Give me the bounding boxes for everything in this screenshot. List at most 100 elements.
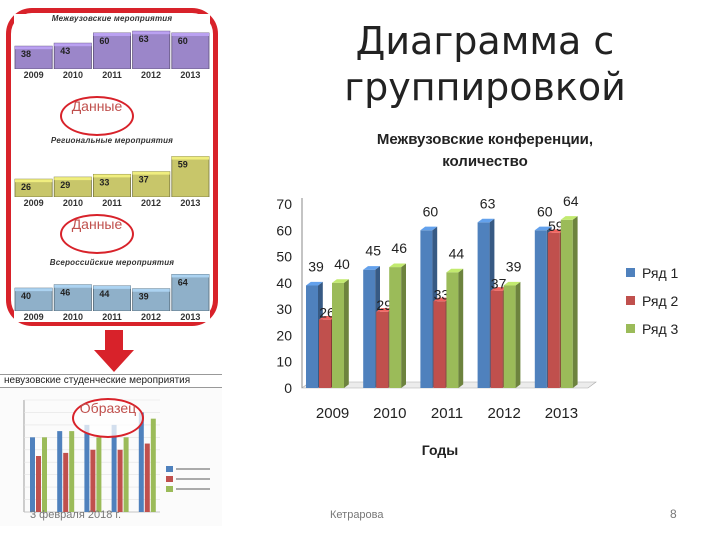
mini-year: 2011: [102, 70, 122, 80]
mini-year: 2009: [23, 70, 44, 80]
bar: [534, 230, 547, 388]
bar-side: [458, 268, 464, 388]
mini-year: 2013: [180, 312, 201, 322]
small-bar: [57, 431, 63, 512]
bar: [363, 269, 376, 388]
bar: [420, 230, 433, 388]
mini-chart-plot: 26 29 33 37 59: [14, 156, 210, 197]
mini-bar-top: [93, 285, 131, 289]
bar-top: [319, 316, 336, 320]
bar: [376, 311, 389, 388]
y-tick-label: 0: [284, 380, 292, 396]
chart-title-line2: количество: [442, 153, 528, 170]
small-chart-title: невузовские студенческие мероприятия: [0, 374, 222, 388]
mini-chart-3: Всероссийские мероприятия 40 46 44 39 64 200…: [14, 258, 210, 322]
x-tick-label: 2010: [373, 405, 406, 422]
mini-bar: [53, 284, 92, 311]
small-bar: [117, 449, 123, 512]
data-callout-2: Данные: [60, 214, 134, 254]
y-tick-label: 40: [276, 275, 292, 291]
small-bar: [42, 437, 47, 512]
small-sample-chart: [0, 374, 222, 526]
mini-year: 2012: [141, 312, 162, 322]
mini-bar-top: [171, 274, 209, 278]
mini-chart-title: Межвузовские мероприятия: [51, 14, 173, 23]
x-tick-label: 2009: [316, 405, 349, 422]
mini-bar: [171, 274, 210, 311]
mini-bar-top: [132, 288, 170, 292]
y-tick-label: 20: [276, 327, 292, 343]
y-tick-label: 50: [276, 249, 292, 265]
small-bar: [36, 456, 41, 512]
small-bar: [84, 424, 90, 512]
mini-chart-2: Региональные мероприятия 26 29 33 37 59 2009…: [14, 136, 210, 208]
mini-bar-top: [132, 31, 170, 35]
mini-chart-title: Всероссийские мероприятия: [49, 258, 175, 267]
mini-bar: [171, 156, 210, 197]
data-label: 63: [480, 195, 496, 211]
y-tick-label: 60: [276, 222, 292, 238]
mini-bar-label: 46: [60, 288, 70, 298]
mini-bar-top: [93, 174, 131, 178]
data-label: 64: [563, 193, 579, 209]
bar-top: [306, 281, 323, 286]
bar: [446, 272, 459, 388]
mini-year: 2012: [141, 198, 162, 208]
legend-swatch: [626, 296, 635, 305]
data-label: 44: [449, 245, 465, 261]
data-label: 40: [334, 256, 350, 272]
small-bar: [96, 437, 102, 512]
bar-side: [515, 281, 521, 388]
mini-year: 2011: [102, 312, 122, 322]
x-tick-label: 2011: [431, 405, 463, 422]
bar-top: [433, 297, 451, 302]
small-bar: [111, 424, 117, 512]
mini-bar-label: 29: [60, 180, 70, 190]
bar: [306, 285, 318, 388]
x-axis-title: Годы: [422, 442, 458, 458]
mini-bar-top: [15, 46, 53, 50]
x-tick-label: 2013: [545, 405, 578, 422]
mini-bar-top: [54, 284, 92, 288]
bar-side: [344, 279, 349, 388]
bar-top: [420, 226, 438, 231]
bar-side: [401, 263, 406, 388]
small-bar: [138, 412, 144, 512]
small-bar: [144, 443, 150, 512]
mini-bar: [14, 287, 53, 311]
mini-year: 2009: [23, 198, 44, 208]
x-tick-label: 2012: [488, 405, 521, 422]
mini-chart-years: 2009 2010 2011 2012 2013: [14, 312, 210, 322]
mini-year: 2011: [102, 198, 122, 208]
small-bar: [69, 431, 75, 512]
legend: Ряд 1 Ряд 2 Ряд 3: [626, 265, 679, 337]
small-bar: [123, 437, 129, 512]
mini-bar-top: [93, 33, 131, 36]
bar: [389, 267, 402, 388]
bar: [547, 232, 560, 388]
small-legend-swatch: [166, 476, 173, 482]
legend-swatch: [626, 324, 635, 333]
main-chart: Межвузовские конференции, количество 0 10…: [276, 131, 679, 458]
mini-chart-plot: 40 46 44 39 64: [14, 274, 210, 311]
bar-top: [490, 287, 508, 291]
mini-bar-top: [171, 156, 209, 160]
legend-label: Ряд 2: [642, 293, 679, 309]
mini-bar-label: 26: [21, 182, 31, 192]
mini-bar-top: [132, 171, 170, 175]
y-tick-label: 30: [276, 301, 292, 317]
bar-side: [572, 216, 578, 388]
bar: [433, 301, 446, 388]
mini-bar-label: 38: [21, 49, 31, 59]
mini-bar-label: 60: [178, 36, 188, 46]
mini-bar-label: 64: [178, 277, 188, 287]
data-label: 33: [434, 286, 450, 302]
small-bar: [90, 449, 96, 512]
bar-top: [477, 218, 495, 223]
bar: [503, 285, 516, 388]
mini-bar-top: [15, 179, 53, 183]
footer-author: Кетрарова: [330, 509, 384, 521]
mini-chart-plot: 38 43 60 63 60: [14, 30, 210, 69]
bar: [490, 290, 503, 388]
